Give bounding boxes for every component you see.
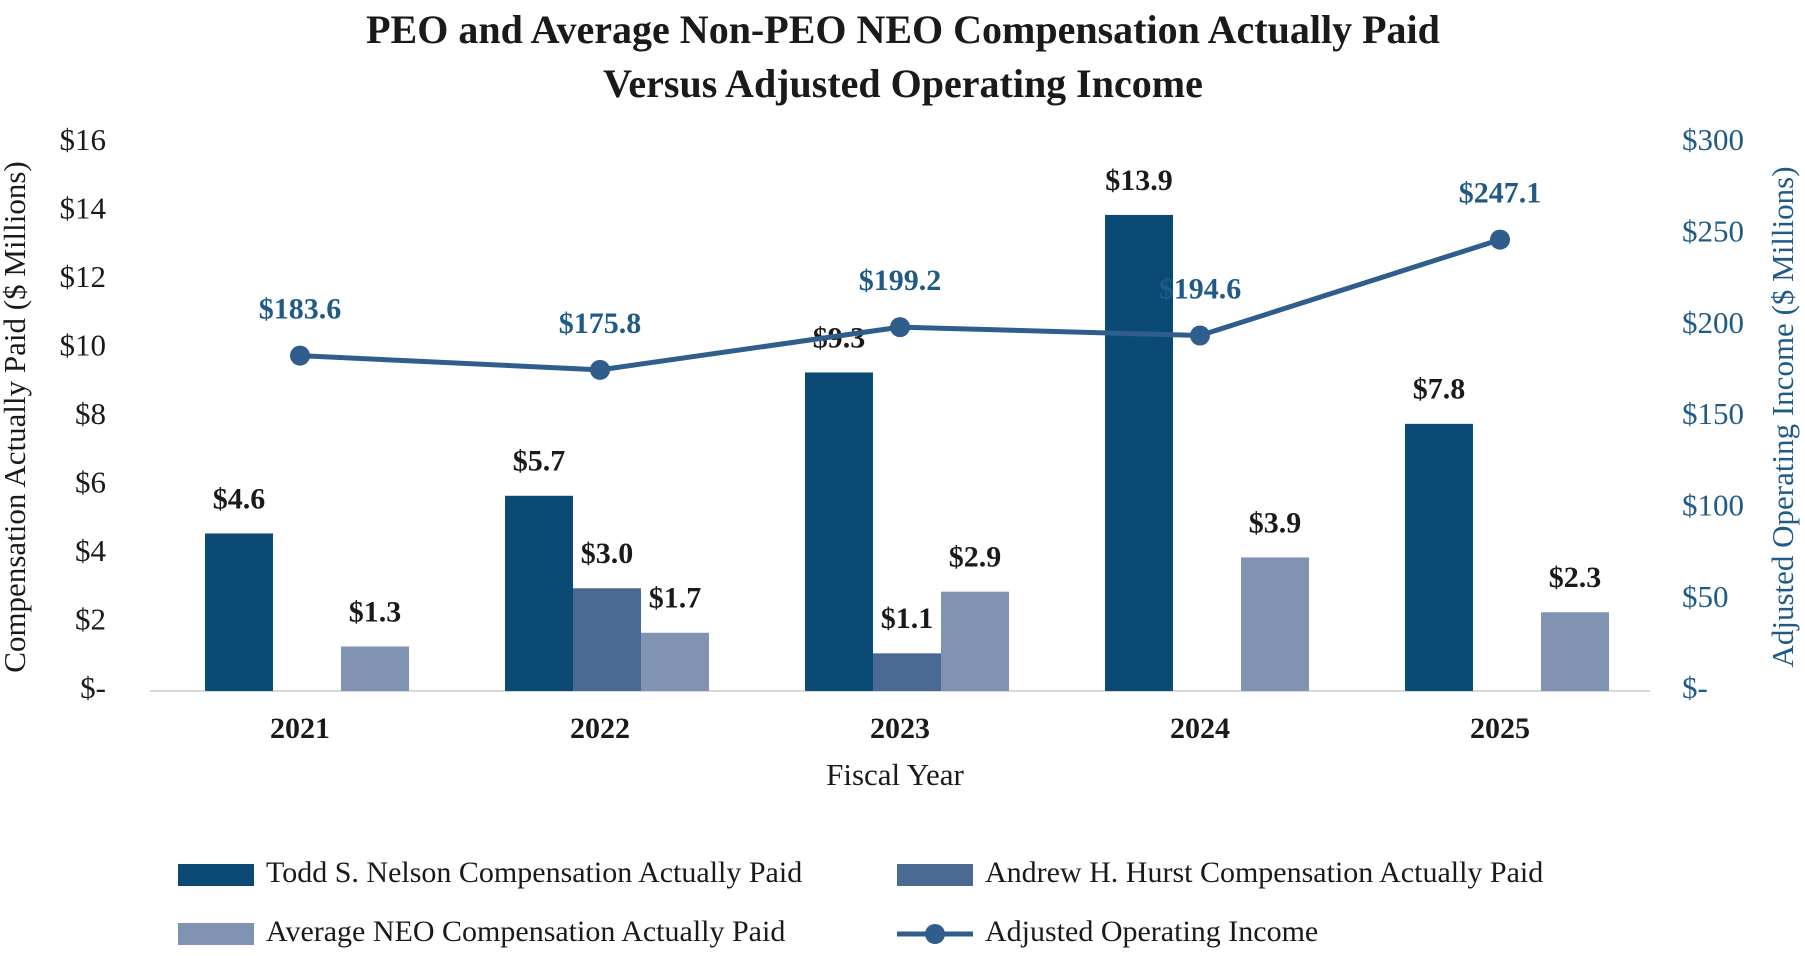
legend-swatch: [178, 923, 254, 945]
bar-todd-s-nelson-compensation-actually-paid-2025: [1405, 423, 1473, 691]
x-axis: 2021 2022 2023 2024 2025 Fiscal Year: [270, 712, 1530, 792]
legend-item-todd-s-nelson-compensation-actually-paid: Todd S. Nelson Compensation Actually Pai…: [178, 856, 802, 889]
line-data-label: $247.1: [1459, 177, 1542, 210]
left-tick-label: $2: [75, 602, 106, 637]
left-axis-title: Compensation Actually Paid ($ Millions): [0, 161, 32, 672]
x-axis-title: Fiscal Year: [826, 757, 964, 792]
category-label: 2023: [870, 712, 930, 745]
bar-data-label: $2.9: [949, 541, 1002, 574]
left-tick-label: $10: [60, 328, 107, 363]
bar-data-label: $1.7: [649, 582, 702, 615]
category-label: 2025: [1470, 712, 1530, 745]
bar-data-label: $7.8: [1413, 373, 1466, 406]
bar-todd-s-nelson-compensation-actually-paid-2024: [1105, 214, 1173, 692]
bar-average-neo-compensation-actually-paid-2024: [1241, 557, 1309, 691]
left-tick-label: $12: [60, 259, 107, 294]
line-data-label: $194.6: [1159, 272, 1242, 305]
right-tick-label: $50: [1682, 579, 1729, 614]
bar-todd-s-nelson-compensation-actually-paid-2021: [205, 533, 273, 691]
legend-item-adjusted-operating-income: Adjusted Operating Income: [897, 915, 1318, 948]
left-tick-label: $16: [60, 122, 107, 157]
category-label: 2021: [270, 712, 330, 745]
bar-data-label: $1.1: [881, 602, 934, 635]
legend-label: Adjusted Operating Income: [985, 915, 1318, 948]
bar-data-label: $3.9: [1249, 506, 1302, 539]
line-point-2022: [590, 359, 610, 380]
legend-swatch: [897, 864, 973, 886]
legend-label: Andrew H. Hurst Compensation Actually Pa…: [985, 856, 1543, 889]
chart-title-line-1: PEO and Average Non-PEO NEO Compensation…: [366, 7, 1440, 52]
bar-data-label: $13.9: [1105, 164, 1173, 197]
bar-andrew-h-hurst-compensation-actually-paid-2023: [873, 653, 941, 691]
right-tick-label: $150: [1682, 396, 1744, 431]
chart-title-line-2: Versus Adjusted Operating Income: [603, 61, 1203, 106]
legend-item-average-neo-compensation-actually-paid: Average NEO Compensation Actually Paid: [178, 915, 785, 948]
chart-title: PEO and Average Non-PEO NEO Compensation…: [366, 7, 1440, 106]
bar-average-neo-compensation-actually-paid-2022: [641, 632, 709, 691]
line-point-2025: [1490, 229, 1510, 250]
bar-average-neo-compensation-actually-paid-2023: [941, 591, 1009, 691]
bar-todd-s-nelson-compensation-actually-paid-2023: [805, 372, 873, 691]
legend-swatch: [178, 864, 254, 886]
left-tick-label: $14: [60, 191, 107, 226]
right-tick-label: $-: [1682, 670, 1708, 705]
line-series: $183.6 $175.8 $199.2 $194.6 $247.1: [259, 177, 1542, 380]
right-tick-label: $300: [1682, 122, 1744, 157]
line-data-label: $199.2: [859, 264, 942, 297]
legend-marker: [925, 924, 945, 944]
bar-data-label: $5.7: [513, 445, 566, 478]
bar-data-label: $4.6: [213, 482, 266, 515]
left-tick-label: $8: [75, 396, 106, 431]
bars: $4.6$5.7$9.3$13.9$7.8$3.0$1.1$1.3 $1.7$2.…: [205, 164, 1609, 692]
legend-item-andrew-h-hurst-compensation-actually-paid: Andrew H. Hurst Compensation Actually Pa…: [897, 856, 1543, 889]
line-adjusted-operating-income: [299, 237, 1501, 373]
legend: Todd S. Nelson Compensation Actually Pai…: [178, 856, 1543, 948]
right-tick-label: $100: [1682, 487, 1744, 522]
left-tick-label: $-: [80, 670, 106, 705]
right-axis-title: Adjusted Operating Income ($ Millions): [1765, 166, 1800, 667]
bar-data-label: $2.3: [1549, 561, 1602, 594]
right-tick-label: $200: [1682, 305, 1744, 340]
line-point-2021: [290, 345, 310, 366]
bar-data-label: $1.3: [349, 595, 402, 628]
line-data-label: $183.6: [259, 293, 342, 326]
left-tick-label: $4: [75, 533, 107, 568]
bar-average-neo-compensation-actually-paid-2025: [1541, 612, 1609, 691]
line-point-2023: [890, 317, 910, 338]
line-data-label: $175.8: [559, 307, 642, 340]
bar-andrew-h-hurst-compensation-actually-paid-2022: [573, 588, 641, 691]
bar-average-neo-compensation-actually-paid-2021: [341, 646, 409, 691]
category-label: 2024: [1170, 712, 1230, 745]
right-tick-label: $250: [1682, 213, 1744, 248]
left-tick-label: $6: [75, 465, 106, 500]
line-point-2024: [1190, 325, 1210, 346]
bar-todd-s-nelson-compensation-actually-paid-2022: [505, 495, 573, 691]
category-label: 2022: [570, 712, 630, 745]
right-axis: $- $50 $100 $150 $200 $250 $300 Adjusted Operat…: [1682, 122, 1800, 705]
legend-label: Todd S. Nelson Compensation Actually Pai…: [266, 856, 802, 889]
legend-label: Average NEO Compensation Actually Paid: [266, 915, 785, 948]
bar-data-label: $3.0: [581, 537, 634, 570]
